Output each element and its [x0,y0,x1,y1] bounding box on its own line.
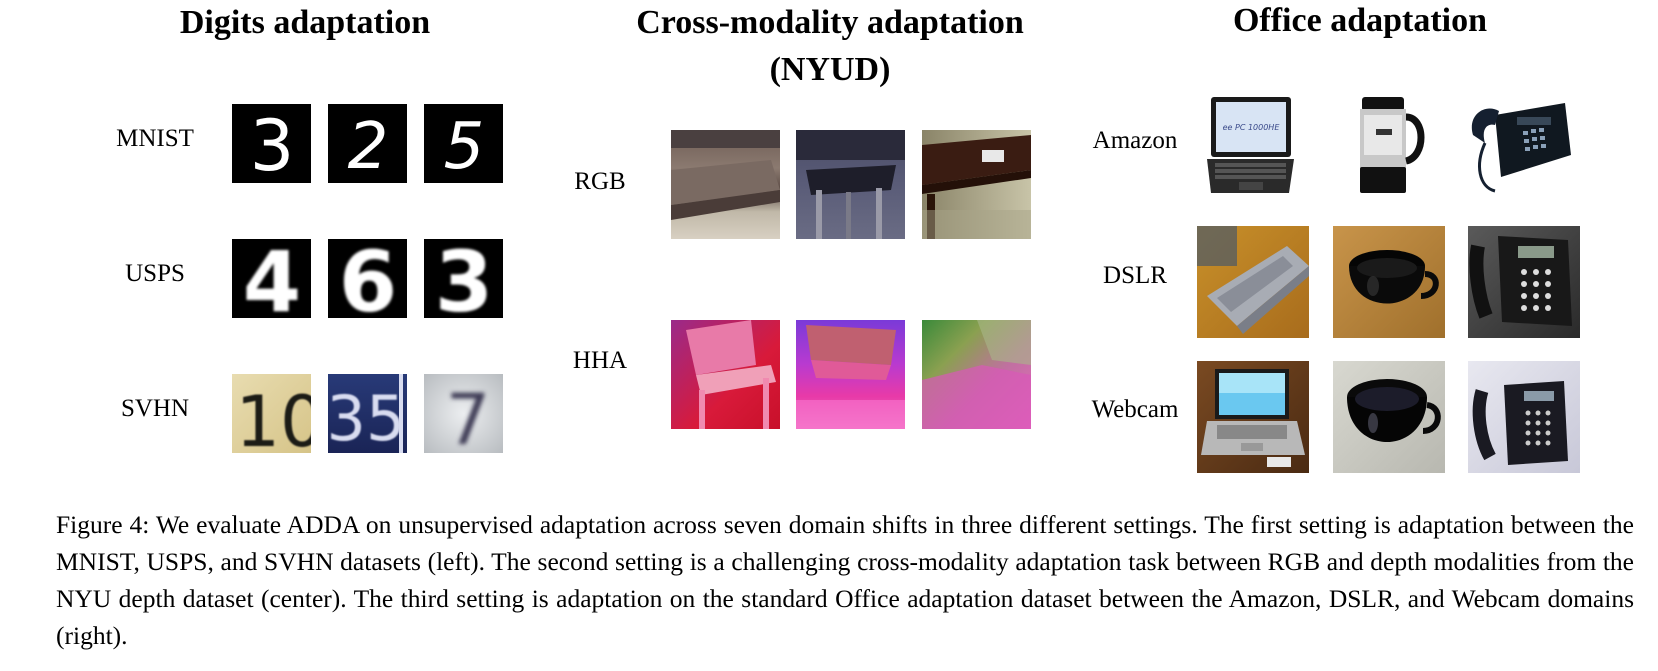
hha-table-image [796,320,905,429]
webcam-phone-image [1468,361,1580,473]
row-label-dslr: DSLR [1103,262,1167,289]
svhn-digit-1: 10 [235,381,311,453]
laptop-screen-text: ee PC 1000HE [1223,123,1281,132]
row-label-svhn: SVHN [120,395,190,422]
usps-digit-2: 6 [339,239,397,318]
webcam-laptop-image [1197,361,1309,473]
amazon-phone-image [1465,95,1575,198]
hha-scene-image [922,320,1031,429]
mnist-sample-image: 2 [328,104,407,183]
row-label-mnist: MNIST [116,125,194,152]
usps-sample-image: 4 [232,239,311,318]
mnist-sample-image: 3 [232,104,311,183]
usps-digit-3: 3 [435,239,493,318]
office-title: Office adaptation [1232,2,1488,39]
rgb-chair-image [796,130,905,239]
mnist-digit-1: 3 [250,105,295,183]
dslr-mug-image [1333,226,1445,338]
mnist-digit-2: 2 [348,110,389,183]
row-label-usps: USPS [125,260,185,287]
dslr-phone-image [1468,226,1580,338]
figure-caption: Figure 4: We evaluate ADDA on unsupervis… [56,510,1634,650]
cross-modality-title-line1: Cross-modality adaptation [636,4,1024,41]
row-label-webcam: Webcam [1091,396,1179,423]
row-label-rgb: RGB [574,168,626,195]
amazon-mug-image [1340,95,1431,198]
svhn-sample-image: 35 [328,374,407,453]
usps-digit-1: 4 [243,239,301,318]
mnist-sample-image: 5 [424,104,503,183]
cross-modality-title-line2: (NYUD) [769,51,891,88]
svhn-digit-3: 7 [446,379,491,453]
svhn-digit-2: 35 [328,382,405,453]
rgb-table-image [922,130,1031,239]
svhn-sample-image: 10 [232,374,311,453]
amazon-laptop-image: ee PC 1000HE [1205,95,1296,198]
usps-sample-image: 3 [424,239,503,318]
dslr-laptop-image [1197,226,1309,338]
row-label-amazon: Amazon [1092,127,1178,154]
rgb-bed-image [671,130,780,239]
mnist-digit-3: 5 [444,110,485,183]
row-label-hha: HHA [572,347,628,374]
digits-title: Digits adaptation [179,4,431,41]
svhn-sample-image: 7 [424,374,503,453]
hha-chair-image [671,320,780,429]
webcam-mug-image [1333,361,1445,473]
usps-sample-image: 6 [328,239,407,318]
